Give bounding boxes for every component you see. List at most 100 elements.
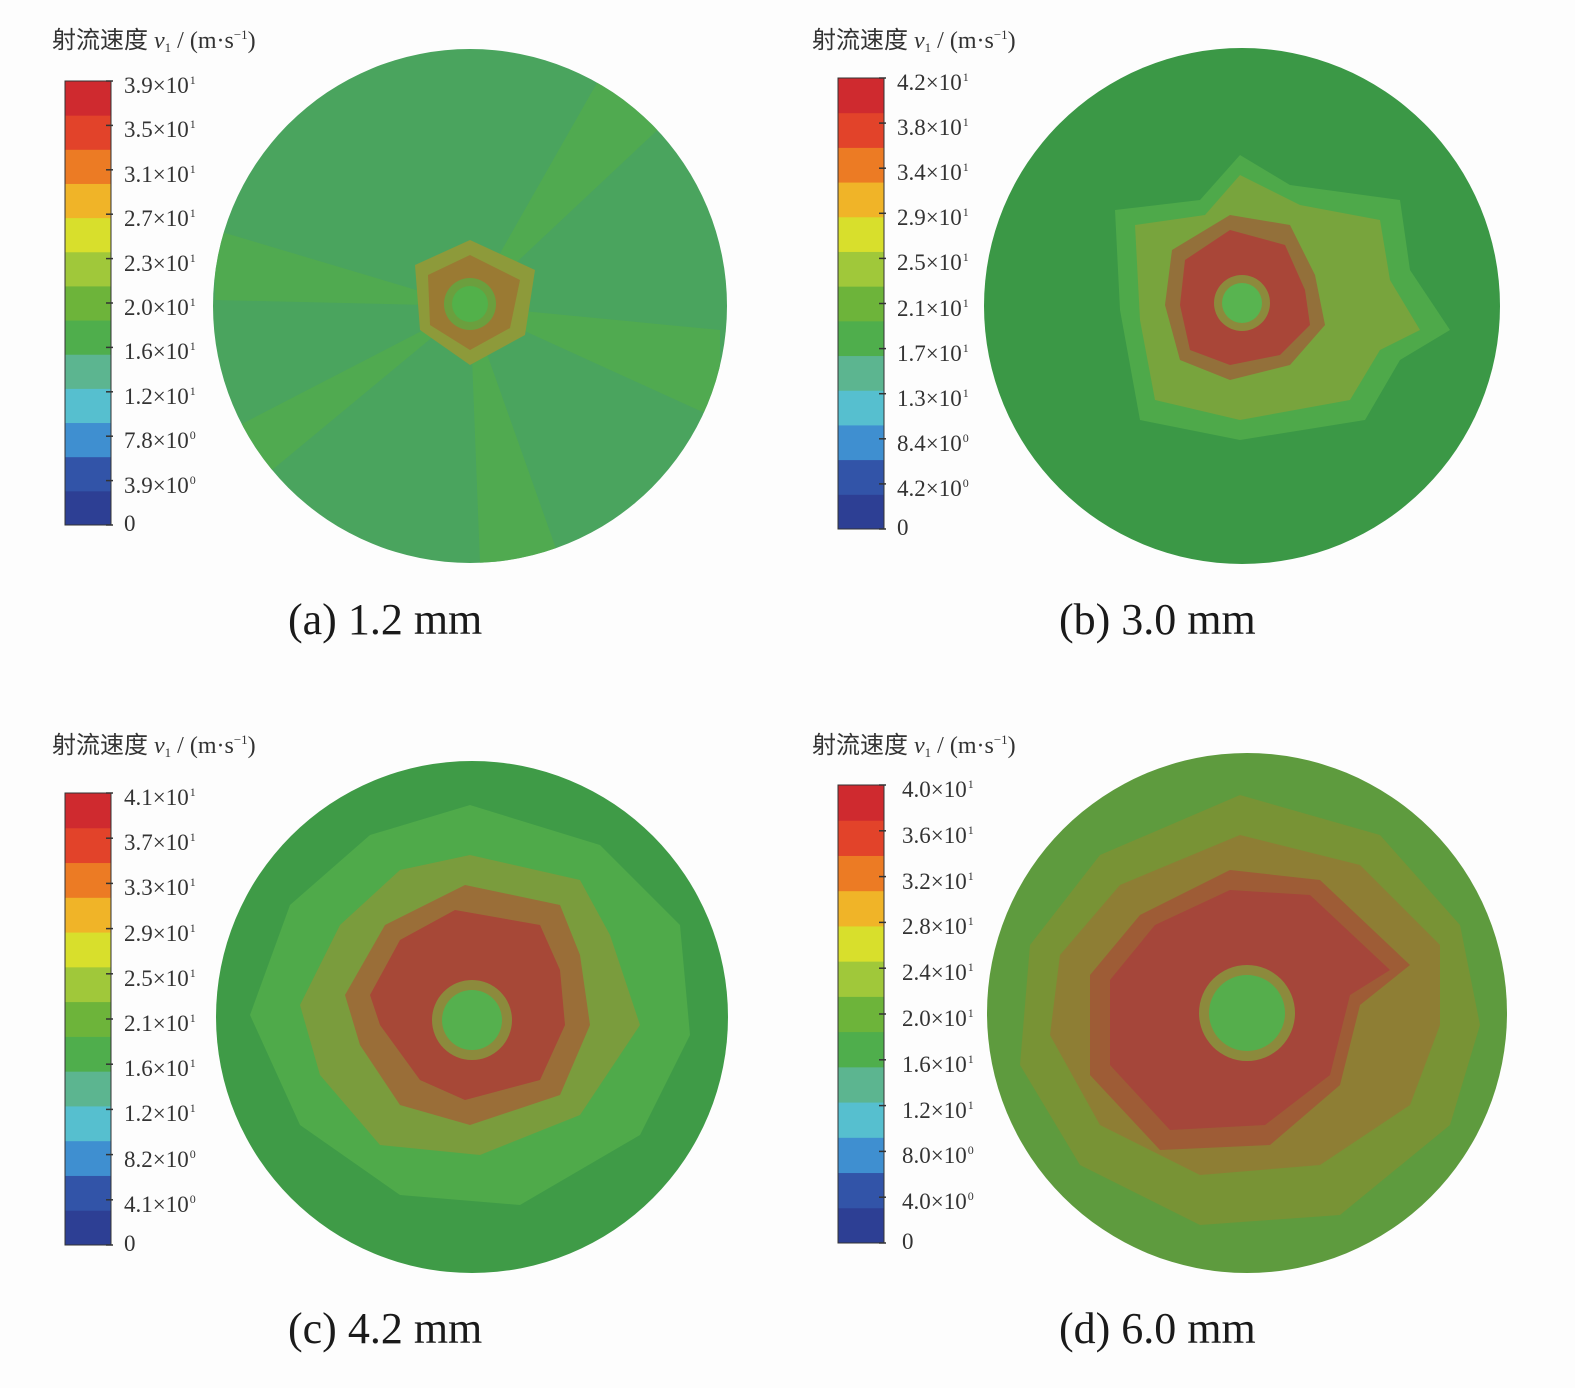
colorbar-tick-label: 0 <box>124 1231 136 1256</box>
panel-c: 射流速度 v1 / (m·s−1) 4.1×101 3.7×101 3.3×101 2… <box>0 705 787 1388</box>
colorbar-segment <box>838 996 884 1033</box>
colorbar-tick-label: 0 <box>124 511 136 536</box>
colorbar-tick-label: 1.2×101 <box>902 1097 974 1123</box>
colorbar-segment <box>838 890 884 927</box>
panel-b-graphics <box>837 48 1500 564</box>
colorbar-segment <box>65 966 111 1003</box>
colorbar-segment <box>65 320 111 355</box>
colorbar-segment <box>65 827 111 864</box>
colorbar-tick-label: 3.8×101 <box>897 115 969 141</box>
panel-b: 射流速度 v1 / (m·s−1) 4.2×101 3.8×101 3.4×101 2… <box>760 0 1547 683</box>
colorbar-segment <box>65 149 111 184</box>
colorbar-tick-label: 1.3×101 <box>897 385 969 411</box>
colorbar-segment <box>838 1102 884 1138</box>
colorbar <box>64 80 113 526</box>
colorbar-tick-label: 2.8×101 <box>902 914 974 940</box>
colorbar-segment <box>65 932 111 968</box>
legend-title: 射流速度 v1 / (m·s−1) <box>52 27 256 55</box>
colorbar-tick-label: 4.1×100 <box>124 1191 196 1217</box>
colorbar-tick-label: 2.5×101 <box>897 250 969 276</box>
contour-disc <box>987 753 1507 1273</box>
colorbar-segment <box>838 925 884 962</box>
colorbar-tick-label: 0 <box>897 515 909 540</box>
colorbar-segment <box>838 459 884 495</box>
colorbar-segment <box>65 422 111 458</box>
colorbar-tick-label: 8.2×100 <box>124 1146 196 1172</box>
colorbar-segment <box>65 251 111 287</box>
colorbar-segment <box>65 1105 111 1142</box>
legend-title: 射流速度 v1 / (m·s−1) <box>812 732 1016 760</box>
colorbar-tick-label: 4.0×101 <box>902 777 974 802</box>
colorbar-tick-label: 2.9×101 <box>124 920 196 946</box>
colorbar-segment <box>838 961 884 997</box>
colorbar-segment <box>65 1001 111 1037</box>
colorbar-segment <box>838 820 884 856</box>
contour-disc <box>984 48 1500 564</box>
colorbar-segment <box>65 1140 111 1176</box>
colorbar-tick-label: 2.7×101 <box>124 206 196 232</box>
colorbar-tick-label: 3.5×101 <box>124 117 196 143</box>
colorbar-tick-label: 3.2×101 <box>902 868 974 894</box>
colorbar-tick-label: 3.4×101 <box>897 160 969 186</box>
colorbar-segment <box>838 251 884 287</box>
colorbar-segment <box>838 286 884 322</box>
colorbar-tick-label: 2.0×101 <box>124 295 196 320</box>
colorbar-segment <box>65 285 111 321</box>
colorbar-tick-label: 3.9×101 <box>124 73 196 98</box>
colorbar-tick-label: 3.3×101 <box>124 875 196 901</box>
colorbar-segment <box>838 1207 884 1244</box>
legend-title: 射流速度 v1 / (m·s−1) <box>812 27 1016 55</box>
legend-title: 射流速度 v1 / (m·s−1) <box>52 732 256 760</box>
colorbar-segment <box>838 390 884 426</box>
contour-disc <box>216 761 728 1273</box>
colorbar-tick-label: 2.1×101 <box>124 1011 196 1036</box>
colorbar-segment <box>65 862 111 898</box>
colorbar-tick-label: 1.2×101 <box>124 1101 196 1127</box>
colorbar-segment <box>65 354 111 389</box>
colorbar-segment <box>65 456 111 492</box>
colorbar-tick-label: 2.4×101 <box>902 960 974 986</box>
panel-d: 射流速度 v1 / (m·s−1) 4.0×101 3.6×101 3.2×101 2… <box>760 705 1547 1388</box>
colorbar-tick-label: 1.6×101 <box>902 1051 974 1077</box>
panel-caption: (a) 1.2 mm <box>288 595 483 644</box>
panel-caption: (b) 3.0 mm <box>1059 595 1256 644</box>
colorbar-tick-label: 3.9×100 <box>124 472 196 498</box>
colorbar-segment <box>65 793 111 829</box>
colorbar-segment <box>838 355 884 391</box>
colorbar-segment <box>838 147 884 183</box>
colorbar-segment <box>838 112 884 148</box>
panel-caption: (c) 4.2 mm <box>288 1304 483 1353</box>
colorbar-segment <box>65 388 111 424</box>
colorbar-tick-label: 4.1×101 <box>124 785 196 810</box>
colorbar-tick-label: 4.2×101 <box>897 70 969 95</box>
colorbar-segment <box>65 1071 111 1107</box>
colorbar-segment <box>65 115 111 150</box>
colorbar-segment <box>838 1031 884 1068</box>
colorbar <box>837 784 886 1244</box>
colorbar-segment <box>838 320 884 357</box>
panel-a-graphics <box>64 49 727 563</box>
colorbar-segment <box>838 494 884 530</box>
colorbar-tick-label: 0 <box>902 1229 914 1254</box>
colorbar-segment <box>838 1172 884 1209</box>
colorbar-tick-label: 1.6×101 <box>124 339 196 365</box>
colorbar-segment <box>838 424 884 461</box>
colorbar-tick-label: 2.0×101 <box>902 1006 974 1031</box>
colorbar-tick-label: 8.0×100 <box>902 1143 974 1169</box>
colorbar-tick-label: 2.3×101 <box>124 250 196 276</box>
colorbar-tick-label: 1.6×101 <box>124 1056 196 1082</box>
colorbar-segment <box>65 1036 111 1072</box>
colorbar <box>64 792 113 1246</box>
colorbar-segment <box>838 855 884 892</box>
contour-disc <box>213 49 727 563</box>
panel-c-graphics <box>64 761 728 1273</box>
colorbar-tick-label: 1.2×101 <box>124 383 196 409</box>
colorbar-tick-label: 1.7×101 <box>897 340 969 366</box>
colorbar-segment <box>65 1210 111 1246</box>
colorbar-tick-label: 4.2×100 <box>897 475 969 501</box>
colorbar-tick-label: 3.7×101 <box>124 830 196 856</box>
panel-a: 射流速度 v1 / (m·s−1) 3.9×101 3.5×101 3.1×101 2… <box>0 0 787 683</box>
colorbar-segment <box>65 217 111 253</box>
colorbar-segment <box>65 490 111 526</box>
colorbar-segment <box>65 1175 111 1211</box>
